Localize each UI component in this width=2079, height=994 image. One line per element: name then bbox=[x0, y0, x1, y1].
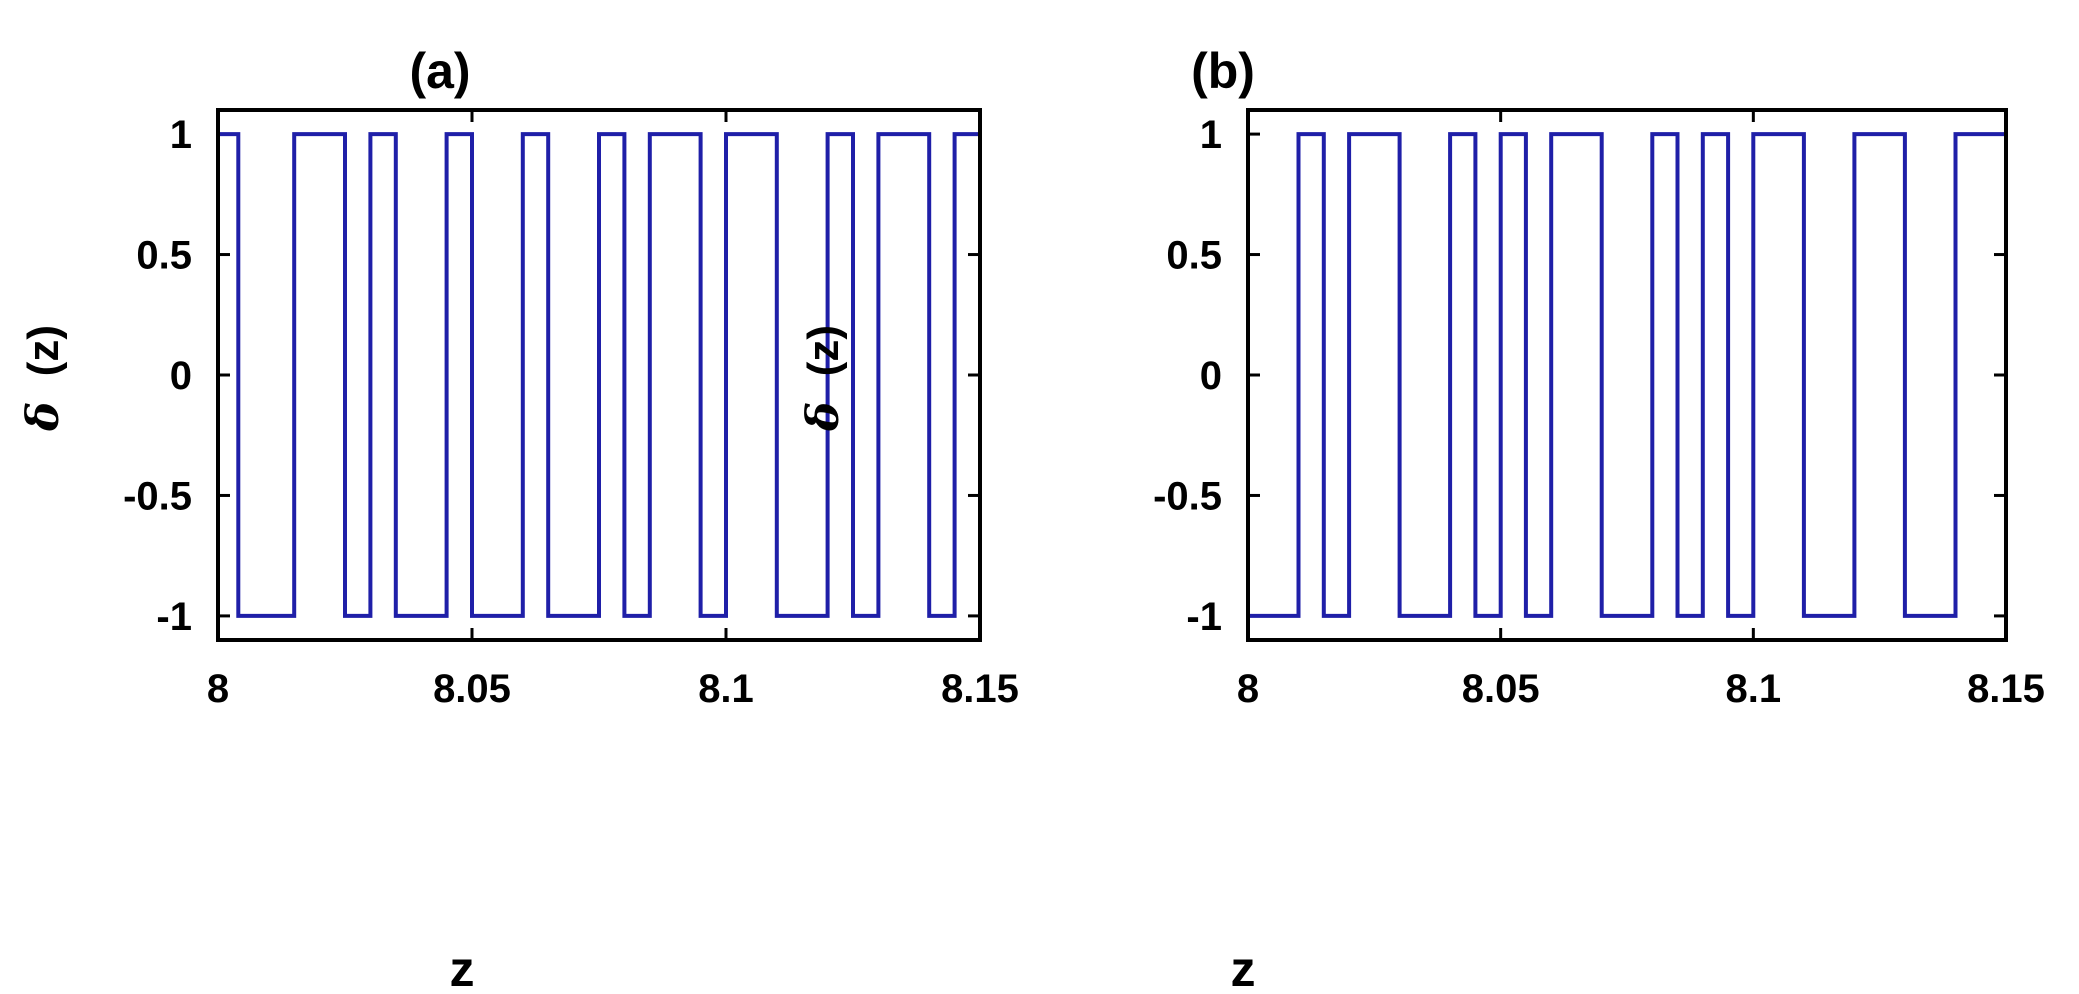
x-tick-label: 8 bbox=[207, 667, 229, 711]
x-tick-label: 8.15 bbox=[1967, 667, 2045, 711]
y-tick-label: 0 bbox=[170, 354, 192, 398]
y-axis-argument: (z) bbox=[799, 325, 848, 376]
y-axis-symbol: δ bbox=[18, 402, 69, 432]
y-tick-label: -1 bbox=[1186, 595, 1222, 639]
svg-text:δ (z): δ (z) bbox=[798, 325, 849, 432]
panel-a: (a) δ (z) z -1 -0.5 0 0.5 1 8 8.05 8.1 8… bbox=[18, 43, 1019, 994]
y-tick-label: -0.5 bbox=[1153, 474, 1222, 518]
x-tick-label: 8 bbox=[1237, 667, 1259, 711]
y-tick-label: 1 bbox=[1200, 113, 1222, 157]
y-tick-label: 0.5 bbox=[1166, 234, 1222, 278]
y-axis-label: δ (z) bbox=[18, 325, 69, 432]
plot-frame bbox=[1246, 108, 2008, 642]
y-axis-label: δ (z) bbox=[798, 325, 849, 432]
series-line bbox=[1246, 132, 2008, 618]
y-tick-label: -0.5 bbox=[123, 474, 192, 518]
panel-b: (b) δ (z) z -1 -0.5 0 0.5 1 8 8.05 8.1 8… bbox=[798, 43, 2045, 994]
y-axis-symbol: δ bbox=[798, 402, 849, 432]
x-axis-label: z bbox=[1231, 941, 1256, 994]
y-tick-label: 0.5 bbox=[136, 234, 192, 278]
y-tick-label: 0 bbox=[1200, 354, 1222, 398]
series-line bbox=[218, 132, 982, 618]
x-axis-label: z bbox=[450, 941, 475, 994]
x-tick-label: 8.15 bbox=[941, 667, 1019, 711]
x-tick-label: 8.05 bbox=[433, 667, 511, 711]
y-tick-label: -1 bbox=[156, 595, 192, 639]
x-tick-labels: 8 8.05 8.1 8.15 bbox=[207, 667, 1019, 711]
svg-text:δ (z): δ (z) bbox=[18, 325, 69, 432]
chart-title: (b) bbox=[1191, 43, 1255, 99]
x-tick-labels: 8 8.05 8.1 8.15 bbox=[1237, 667, 2045, 711]
y-tick-label: 1 bbox=[170, 113, 192, 157]
x-tick-label: 8.1 bbox=[1726, 667, 1782, 711]
tick-marks bbox=[1246, 110, 2008, 640]
x-tick-label: 8.05 bbox=[1462, 667, 1540, 711]
y-tick-labels: -1 -0.5 0 0.5 1 bbox=[1153, 113, 1222, 639]
y-axis-argument: (z) bbox=[19, 325, 68, 376]
y-tick-labels: -1 -0.5 0 0.5 1 bbox=[123, 113, 192, 639]
x-tick-label: 8.1 bbox=[698, 667, 754, 711]
chart-title: (a) bbox=[409, 43, 470, 99]
plot-frame bbox=[216, 108, 982, 642]
